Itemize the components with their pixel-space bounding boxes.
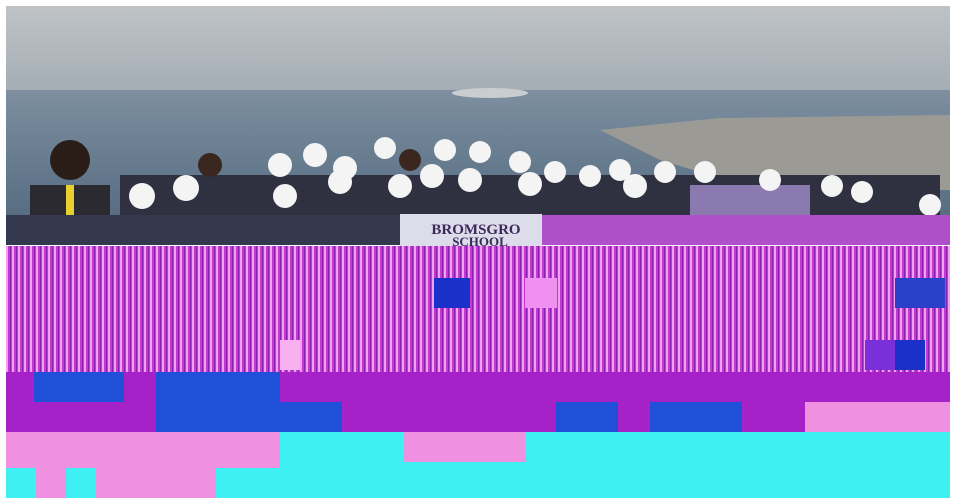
lanyard [66,185,74,215]
cap [469,141,491,163]
banner-line: SCHOOL [452,234,508,249]
glitch-block [895,278,945,308]
cap [579,165,601,187]
cap [388,174,412,198]
cap [173,175,199,201]
cap [328,170,352,194]
cap [654,161,676,183]
banner [400,214,542,248]
banner-line: BROMSGRO [431,222,520,238]
coastline [600,115,950,190]
cap [919,194,941,216]
cap [420,164,444,188]
cap [129,183,155,209]
glitch-stripes [6,246,950,372]
island [452,88,528,98]
glitch [6,246,950,498]
cap [694,161,716,183]
glitch-block [404,432,526,462]
glitch-block [280,402,342,432]
crowd-front [6,215,406,245]
cap [609,159,631,181]
cap [458,168,482,192]
cap [273,184,297,208]
glitch-block [556,402,618,432]
cap [544,161,566,183]
cap [434,139,456,161]
cap [759,169,781,191]
cap [821,175,843,197]
glitch-block [805,402,950,432]
sky [6,6,950,96]
glitch-block [36,468,66,498]
cap [623,174,647,198]
glitch-block [434,278,470,308]
cap [268,153,292,177]
crowd-front [540,215,950,245]
cap [509,151,531,173]
glitch-block [156,372,280,432]
glitch-block [895,340,925,370]
glitch-block [96,468,216,498]
glitch-block [34,372,124,402]
person-head [198,153,222,177]
people [6,137,950,245]
person-head [50,140,90,180]
glitch-block [6,432,280,468]
cap [303,143,327,167]
glitch-block [525,278,557,308]
cap [851,181,873,203]
person-head [399,149,421,171]
glitch-block [650,402,742,432]
cap [518,172,542,196]
cap [374,137,396,159]
glitch-block [280,340,300,370]
